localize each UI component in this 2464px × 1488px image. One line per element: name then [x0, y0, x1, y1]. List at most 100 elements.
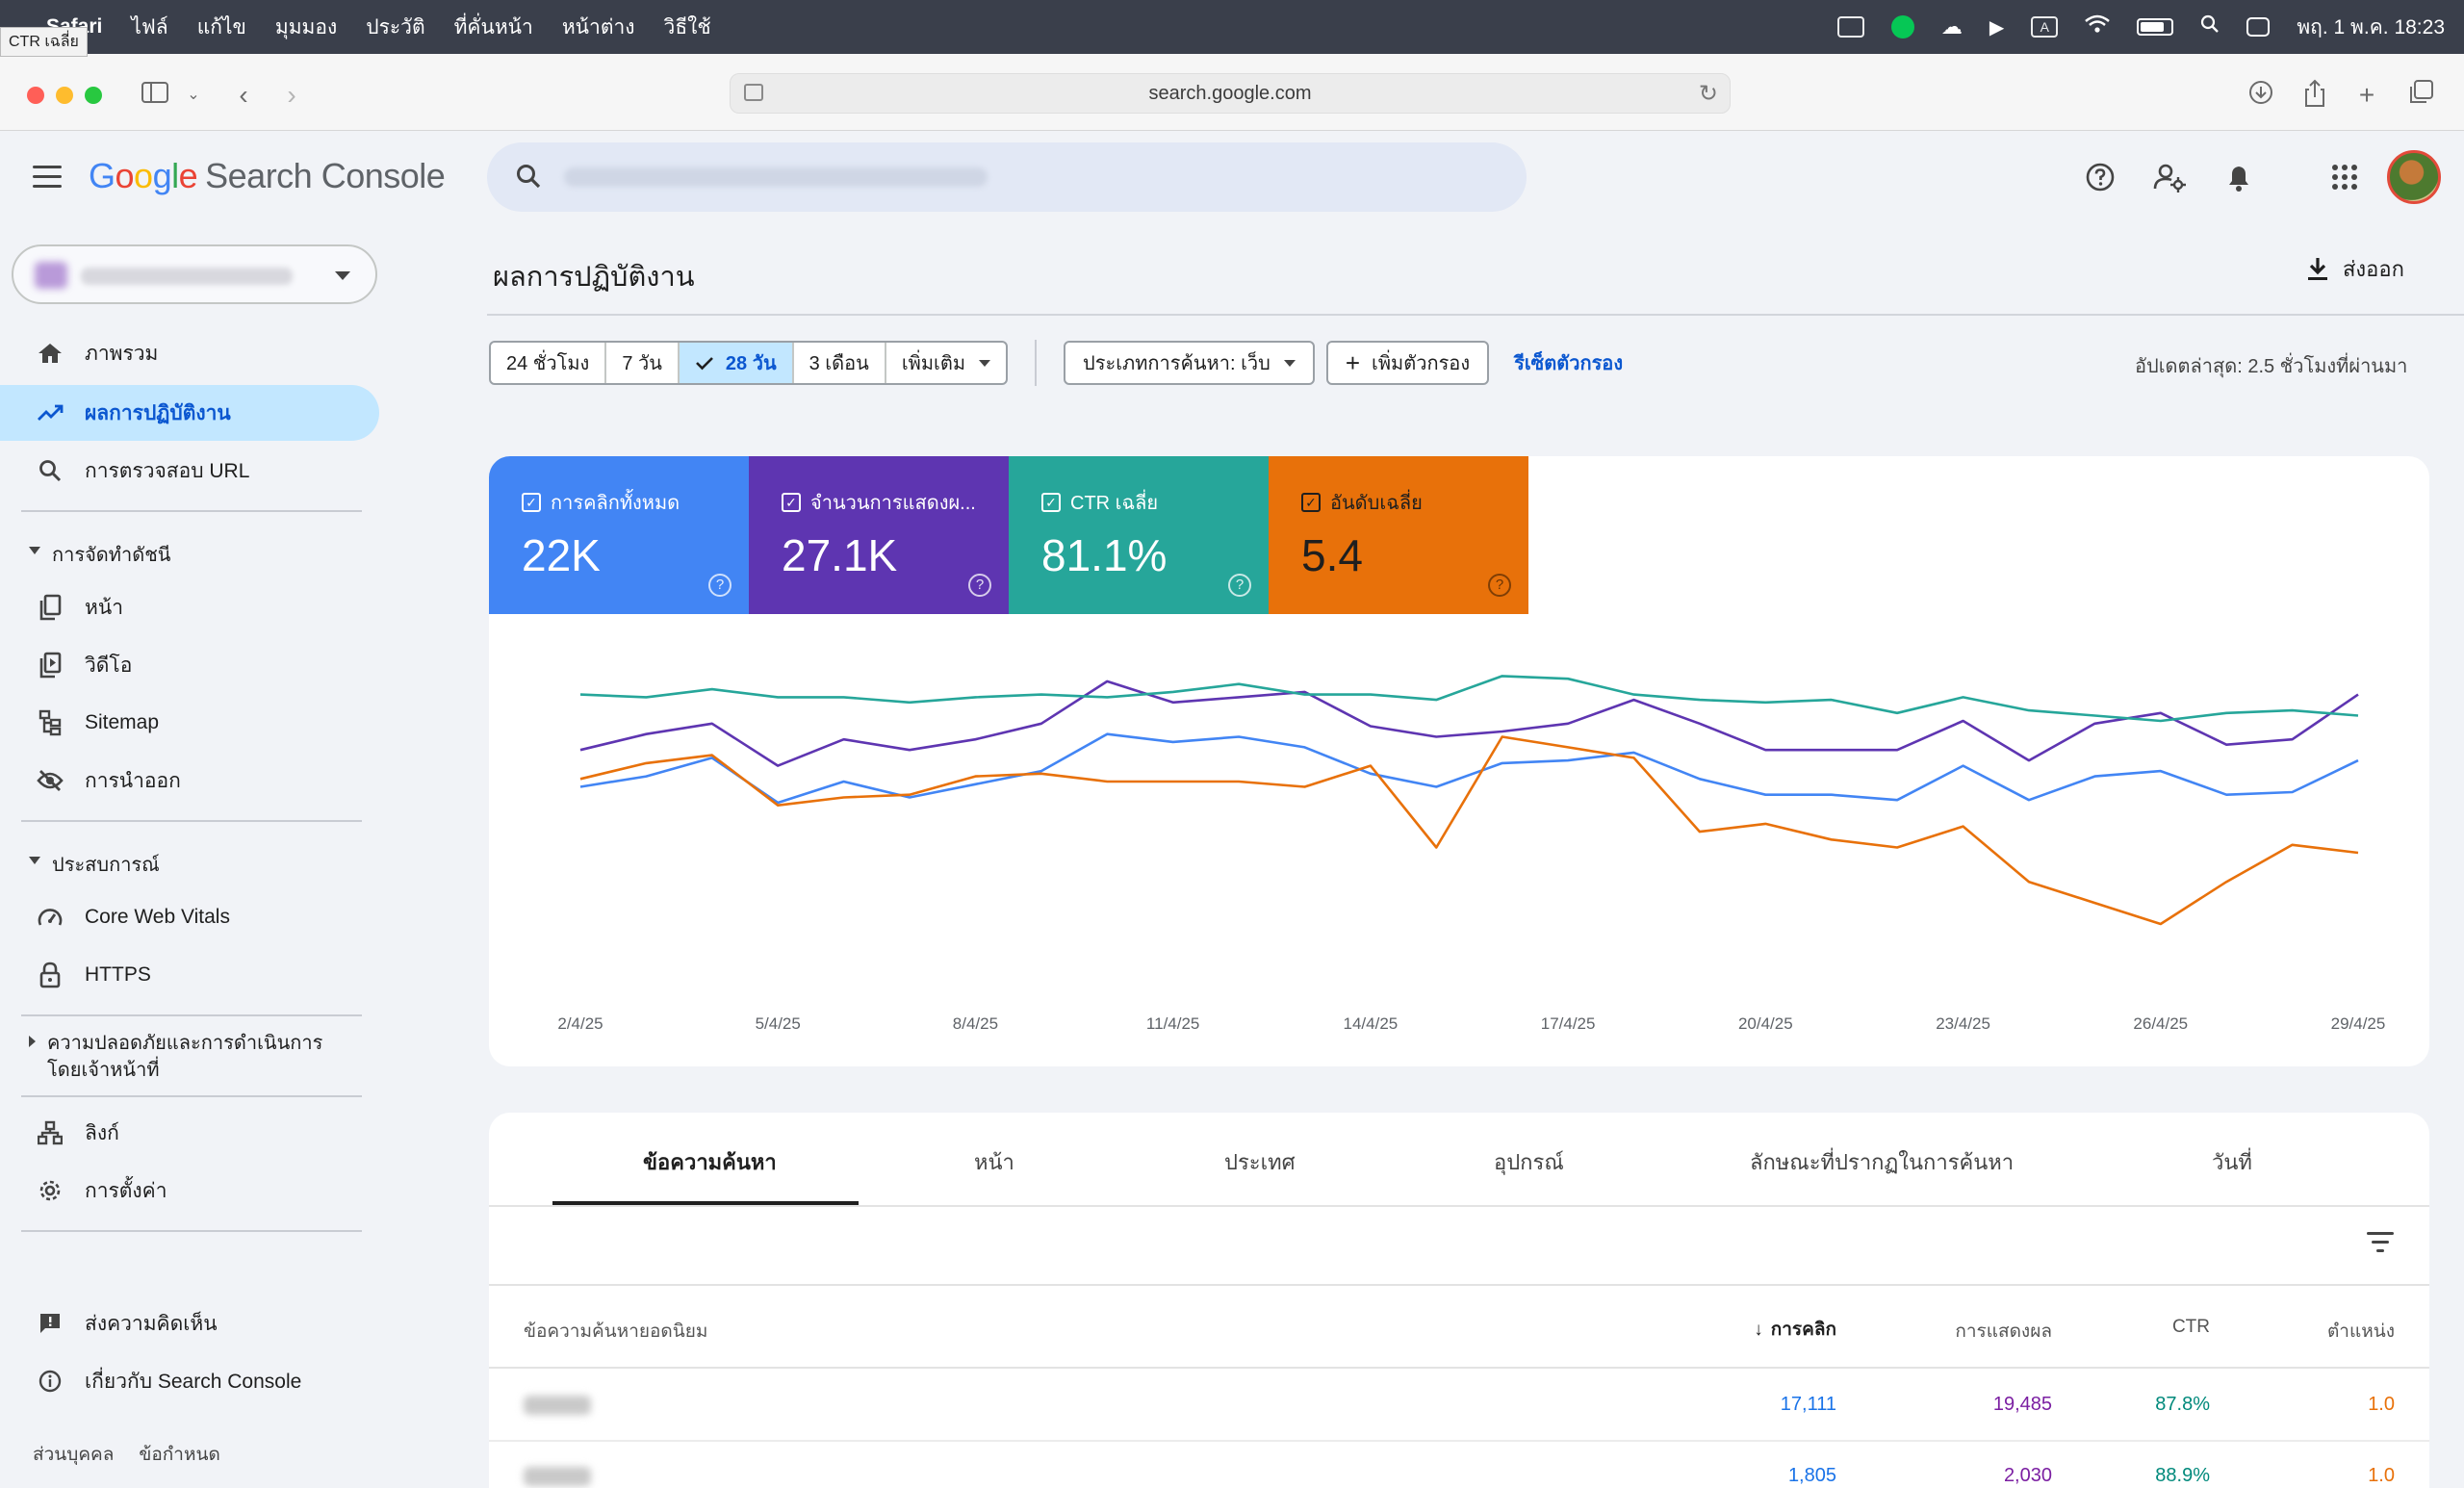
query-text-redacted [524, 1396, 591, 1415]
downloads-icon[interactable] [2245, 79, 2277, 112]
reload-icon[interactable]: ↻ [1698, 81, 1718, 107]
help-icon[interactable]: ? [968, 574, 991, 597]
checkbox-checked-icon[interactable]: ✓ [1041, 493, 1061, 512]
section-indexing-toggle[interactable]: การจัดทำดัชนี [29, 539, 170, 570]
page-settings-icon[interactable] [744, 84, 763, 101]
series-line-2[interactable] [579, 675, 2359, 723]
range-3m[interactable]: 3 เดือน [794, 343, 886, 383]
account-avatar[interactable] [2387, 150, 2441, 204]
sidebar-item-about[interactable]: เกี่ยวกับ Search Console [0, 1353, 379, 1409]
back-button[interactable]: ‹ [239, 80, 248, 110]
series-line-3[interactable] [579, 735, 2359, 926]
metric-total-clicks[interactable]: ✓ การคลิกทั้งหมด 22K ? [489, 456, 749, 614]
tab-overview-icon[interactable] [2404, 79, 2437, 112]
col-header-position[interactable]: ตำแหน่ง [2326, 1321, 2395, 1342]
add-filter-button[interactable]: + เพิ่มตัวกรอง [1325, 341, 1490, 385]
table-row[interactable]: 17,111 19,485 87.8% 1.0 [489, 1371, 2429, 1442]
sidebar-item-links[interactable]: ลิงก์ [0, 1105, 379, 1161]
sidebar-item-removals[interactable]: การนำออก [0, 753, 379, 808]
control-center-icon[interactable] [2246, 17, 2271, 37]
col-header-ctr[interactable]: CTR [2171, 1317, 2210, 1337]
terms-link[interactable]: ข้อกำหนด [139, 1445, 220, 1465]
spotlight-icon[interactable] [2200, 14, 2220, 39]
checkbox-checked-icon[interactable]: ✓ [522, 493, 541, 512]
help-icon[interactable]: ? [1488, 574, 1511, 597]
share-icon[interactable] [2298, 79, 2331, 112]
reset-filters-link[interactable]: รีเซ็ตตัวกรอง [1514, 353, 1624, 374]
tab-search-appearance[interactable]: ลักษณะที่ปรากฏในการค้นหา [1750, 1150, 2015, 1174]
metric-total-impressions[interactable]: ✓ จำนวนการแสดงผ... 27.1K ? [749, 456, 1009, 614]
battery-icon[interactable] [2137, 18, 2174, 36]
col-header-impressions[interactable]: การแสดงผล [1955, 1321, 2052, 1342]
tab-groups-chevron-icon[interactable]: ⌄ [187, 87, 200, 103]
new-tab-icon[interactable]: + [2358, 80, 2375, 110]
inspect-url-search-input[interactable] [487, 142, 1527, 212]
search-type-filter[interactable]: ประเภทการค้นหา: เว็บ [1064, 341, 1315, 385]
metric-average-position[interactable]: ✓ อันดับเฉลี่ย 5.4 ? [1269, 456, 1528, 614]
filter-list-icon[interactable] [2366, 1232, 2395, 1258]
menu-file[interactable]: ไฟล์ [131, 15, 168, 38]
menu-bookmarks[interactable]: ที่คั่นหน้า [453, 15, 533, 38]
sidebar-toggle-icon[interactable] [139, 79, 171, 112]
tab-countries[interactable]: ประเทศ [1224, 1150, 1296, 1174]
line-app-icon[interactable] [1890, 15, 1914, 38]
metric-average-ctr[interactable]: ✓ CTR เฉลี่ย 81.1% ? [1009, 456, 1269, 614]
zoom-window-button[interactable] [85, 87, 102, 104]
help-icon[interactable] [2083, 160, 2118, 194]
sidebar-item-core-web-vitals[interactable]: Core Web Vitals [0, 889, 379, 945]
menu-window[interactable]: หน้าต่าง [561, 15, 635, 38]
notifications-icon[interactable] [2221, 160, 2256, 194]
tab-dates[interactable]: วันที่ [2212, 1150, 2252, 1174]
apps-grid-icon[interactable] [2327, 160, 2362, 194]
menu-edit[interactable]: แก้ไข [196, 15, 246, 38]
cloud-sync-icon[interactable]: ☁ [1940, 14, 1963, 38]
range-28d[interactable]: 28 วัน [679, 343, 794, 383]
help-icon[interactable]: ? [1228, 574, 1251, 597]
wifi-icon[interactable] [2085, 13, 2111, 40]
checkbox-checked-icon[interactable]: ✓ [782, 493, 801, 512]
menubar-clock[interactable]: พฤ. 1 พ.ค. 18:23 [2297, 15, 2445, 38]
range-more-dropdown[interactable]: เพิ่มเติม [886, 343, 1006, 383]
screen-mirror-icon[interactable] [1836, 16, 1864, 38]
tab-devices[interactable]: อุปกรณ์ [1494, 1150, 1564, 1174]
sidebar-item-feedback[interactable]: ส่งความคิดเห็น [0, 1296, 379, 1351]
privacy-link[interactable]: ส่วนบุคคล [33, 1445, 115, 1465]
checkbox-checked-icon[interactable]: ✓ [1301, 493, 1321, 512]
sidebar-item-overview[interactable]: ภาพรวม [0, 325, 379, 381]
sidebar-item-https[interactable]: HTTPS [0, 947, 379, 1003]
tab-pages[interactable]: หน้า [974, 1150, 1014, 1174]
sidebar-item-video[interactable]: วิดีโอ [0, 637, 379, 693]
play-icon[interactable]: ▶ [1989, 16, 2005, 38]
help-icon[interactable]: ? [708, 574, 732, 597]
col-header-clicks[interactable]: ↓ การคลิก [1754, 1320, 1836, 1340]
section-security-toggle[interactable]: ความปลอดภัยและการดำเนินการโดยเจ้าหน้าที่ [29, 1030, 356, 1084]
table-header: ข้อความค้นหายอดนิยม ↓ การคลิก การแสดงผล C… [489, 1288, 2429, 1369]
minimize-window-button[interactable] [56, 87, 73, 104]
tab-queries[interactable]: ข้อความค้นหา [643, 1150, 777, 1174]
sidebar-item-url-inspection[interactable]: การตรวจสอบ URL [0, 443, 379, 499]
forward-button[interactable]: › [287, 80, 296, 110]
menu-help[interactable]: วิธีใช้ [663, 15, 711, 38]
section-experience-toggle[interactable]: ประสบการณ์ [29, 849, 160, 880]
sidebar-item-sitemap[interactable]: Sitemap [0, 695, 379, 751]
sidebar-item-pages[interactable]: หน้า [0, 579, 379, 635]
range-7d[interactable]: 7 วัน [606, 343, 680, 383]
table-row[interactable]: 1,805 2,030 88.9% 1.0 [489, 1442, 2429, 1488]
manage-users-icon[interactable] [2152, 160, 2187, 194]
search-console-logo[interactable]: Google Search Console [89, 156, 446, 195]
menu-history[interactable]: ประวัติ [366, 15, 425, 38]
home-icon [37, 340, 64, 367]
menu-view[interactable]: มุมมอง [274, 15, 338, 38]
address-bar[interactable]: search.google.com ↻ [730, 73, 1731, 114]
close-window-button[interactable] [27, 87, 44, 104]
property-selector[interactable] [12, 244, 377, 304]
main-menu-icon[interactable] [33, 166, 62, 194]
series-line-0[interactable] [579, 732, 2359, 805]
sidebar-item-performance[interactable]: ผลการปฏิบัติงาน [0, 385, 379, 441]
performance-line-chart[interactable]: 2/4/25 5/4/25 8/4/25 11/4/25 14/4/25 17/4/25 2… [489, 614, 2429, 1066]
input-source-icon[interactable]: A [2031, 16, 2059, 38]
export-button[interactable]: ส่งออก [2306, 252, 2404, 286]
sidebar-item-settings[interactable]: การตั้งค่า [0, 1163, 379, 1219]
range-24h[interactable]: 24 ชั่วโมง [491, 343, 607, 383]
series-line-1[interactable] [579, 680, 2359, 767]
